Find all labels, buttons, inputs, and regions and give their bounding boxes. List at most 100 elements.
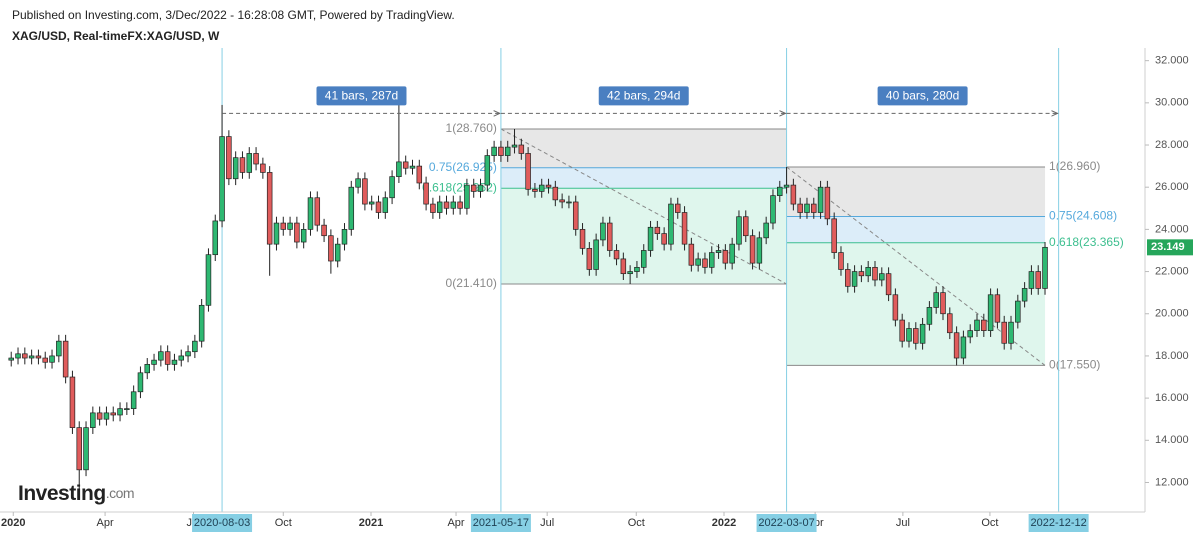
candle-body	[1021, 288, 1028, 302]
candle-body	[811, 203, 817, 213]
candle-body	[239, 157, 246, 173]
candle-body	[409, 165, 416, 169]
fib-label: 1(26.960)	[1049, 159, 1100, 173]
candle-body	[627, 271, 633, 275]
candle-body	[212, 220, 219, 256]
candle-body	[797, 203, 803, 213]
candle-body	[205, 254, 212, 306]
measure-label: 40 bars, 280d	[886, 89, 959, 103]
candle-body	[681, 212, 688, 245]
y-tick-label: 22.000	[1155, 265, 1189, 277]
candle-body	[192, 340, 198, 353]
candle-body	[695, 258, 701, 266]
date-marker-label: 2020-08-03	[194, 517, 250, 529]
candle-body	[69, 376, 76, 428]
candle-body	[151, 359, 157, 365]
candle-body	[933, 292, 939, 308]
candle-body	[1028, 271, 1035, 289]
x-tick-label: 2021	[359, 517, 383, 529]
candle-body	[341, 229, 348, 245]
y-tick-label: 26.000	[1155, 181, 1189, 193]
y-tick-label: 20.000	[1155, 308, 1189, 320]
watermark-brand: Investing	[18, 482, 106, 505]
x-tick-label: Oct	[981, 517, 998, 529]
candle-body	[960, 336, 967, 359]
candle-body	[402, 161, 409, 169]
date-marker-box	[192, 514, 253, 532]
candle-body	[287, 222, 293, 230]
candle-body	[967, 330, 973, 338]
measure-label-box	[316, 86, 407, 106]
x-tick-label: Oct	[628, 517, 645, 529]
candle-body	[35, 355, 42, 359]
date-marker-label: 2022-12-12	[1030, 517, 1086, 529]
candle-body	[552, 186, 559, 201]
candle-body	[994, 294, 1001, 323]
candle-body	[981, 319, 987, 331]
candle-body	[593, 239, 599, 270]
candle-body	[396, 161, 402, 178]
fib-trend-line	[500, 128, 787, 285]
candle-body	[824, 186, 831, 220]
candle-body	[879, 273, 885, 281]
candle-body	[110, 412, 116, 416]
candle-body	[470, 184, 477, 192]
candle-body	[348, 186, 355, 230]
last-price-box	[1147, 239, 1193, 256]
x-tick-label: 2020	[1, 517, 25, 529]
candle-body	[926, 307, 933, 325]
candle-body	[688, 243, 695, 266]
candle-body	[1008, 321, 1014, 344]
candle-body	[117, 408, 123, 416]
candle-body	[382, 197, 389, 213]
fib-label: 0.75(24.608)	[1049, 209, 1117, 223]
candle-body	[654, 226, 661, 234]
candle-body	[416, 165, 423, 184]
fib-label: 0.75(26.925)	[429, 160, 497, 174]
candle-body	[831, 218, 837, 253]
candle-body	[545, 184, 552, 188]
candle-body	[362, 178, 368, 205]
candle-body	[743, 216, 749, 237]
candle-body	[62, 340, 69, 378]
fib-zone	[500, 128, 787, 168]
candle-body	[953, 332, 960, 359]
candle-body	[504, 146, 511, 156]
candle-body	[266, 172, 273, 245]
candle-body	[368, 201, 375, 205]
x-tick-label: Apr	[447, 517, 464, 529]
candle-body	[430, 203, 436, 213]
candle-body	[219, 136, 225, 222]
candle-body	[919, 323, 926, 344]
candle-body	[722, 250, 729, 264]
candle-body	[185, 351, 191, 357]
candle-body	[885, 273, 892, 296]
candle-body	[756, 237, 763, 264]
candle-body	[355, 178, 361, 188]
candle-body	[572, 201, 579, 230]
candle-body	[838, 252, 844, 270]
candle-body	[90, 412, 96, 428]
candle-body	[647, 226, 654, 251]
candle-body	[15, 353, 21, 359]
fib-label: 0(21.410)	[446, 276, 497, 290]
candle-body	[260, 163, 266, 173]
candle-body	[178, 355, 185, 361]
candle-body	[804, 203, 810, 213]
candle-body	[226, 136, 232, 180]
candle-body	[83, 427, 89, 471]
candle-body	[640, 250, 647, 268]
candle-body	[906, 328, 912, 342]
y-tick-label: 28.000	[1155, 139, 1189, 151]
candle-body	[974, 319, 980, 331]
candle-body	[1035, 271, 1041, 289]
plot-area: 1(28.760)0.75(26.925)0.618(25.952)0(21.4…	[0, 48, 1193, 532]
candle-body	[511, 144, 518, 148]
candle-body	[675, 203, 681, 213]
candle-body	[892, 294, 899, 321]
candle-body	[42, 357, 48, 363]
candle-body	[783, 184, 790, 188]
fib-trend-line	[786, 166, 1046, 366]
candle-body	[103, 412, 110, 420]
